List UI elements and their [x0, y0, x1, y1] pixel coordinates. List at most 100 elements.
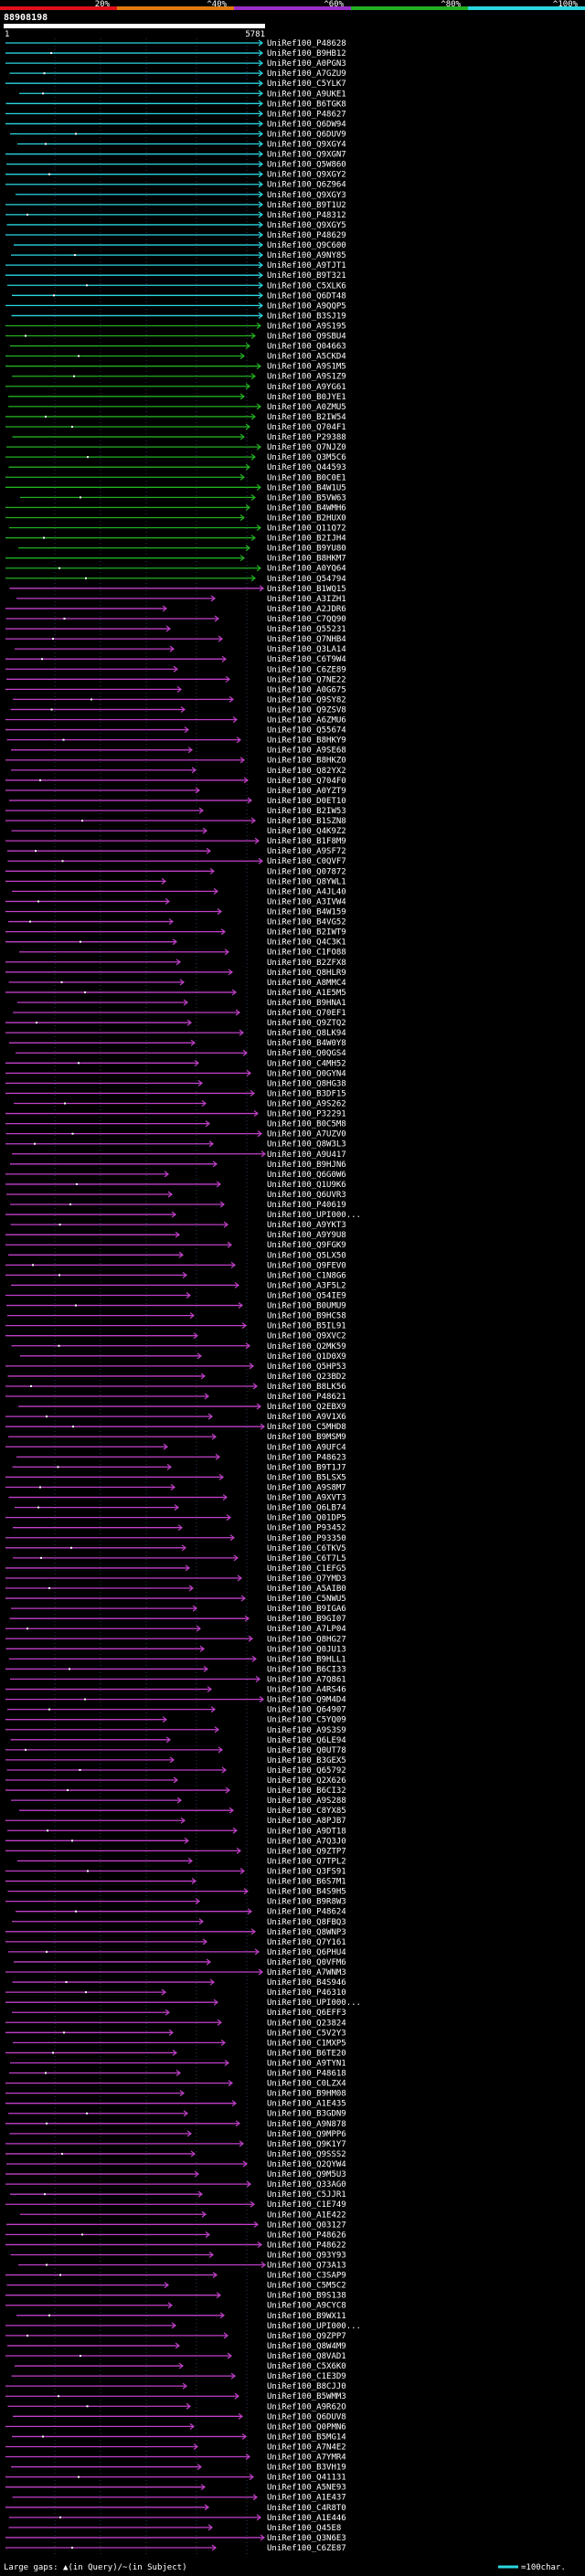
subject-label[interactable]: UniRef100_A9CYC8: [267, 2302, 346, 2311]
subject-label[interactable]: UniRef100_Q9ZTQ2: [267, 1019, 346, 1028]
subject-label[interactable]: UniRef100_P48623: [267, 1453, 346, 1462]
subject-label[interactable]: UniRef100_Q41131: [267, 2474, 346, 2483]
subject-label[interactable]: UniRef100_Q3N6E3: [267, 2534, 346, 2543]
subject-label[interactable]: UniRef100_A0PGN3: [267, 59, 346, 69]
subject-label[interactable]: UniRef100_B2IW53: [267, 807, 346, 816]
subject-label[interactable]: UniRef100_Q70EF1: [267, 1009, 346, 1018]
subject-label[interactable]: UniRef100_B4W159: [267, 908, 346, 917]
subject-label[interactable]: UniRef100_A7YMR4: [267, 2454, 346, 2463]
subject-label[interactable]: UniRef100_A7WNM3: [267, 1968, 346, 1977]
subject-label[interactable]: UniRef100_Q1U9K6: [267, 1181, 346, 1190]
subject-label[interactable]: UniRef100_A8PJB7: [267, 1817, 346, 1826]
subject-label[interactable]: UniRef100_Q6DUV8: [267, 2412, 346, 2422]
subject-label[interactable]: UniRef100_Q9SY82: [267, 695, 346, 705]
subject-label[interactable]: UniRef100_B8LK56: [267, 1383, 346, 1392]
subject-label[interactable]: UniRef100_B9R8W3: [267, 1898, 346, 1907]
subject-label[interactable]: UniRef100_B6TGK8: [267, 100, 346, 109]
subject-label[interactable]: UniRef100_A9SF72: [267, 847, 346, 856]
subject-label[interactable]: UniRef100_A9S8M7: [267, 1483, 346, 1492]
subject-label[interactable]: UniRef100_Q2MK59: [267, 1342, 346, 1352]
subject-label[interactable]: UniRef100_B0UMU9: [267, 1302, 346, 1311]
subject-label[interactable]: UniRef100_C5JJR1: [267, 2190, 346, 2200]
subject-label[interactable]: UniRef100_B4S9H5: [267, 1888, 346, 1897]
subject-label[interactable]: UniRef100_Q54IE9: [267, 1292, 346, 1301]
subject-label[interactable]: UniRef100_A9V1X6: [267, 1413, 346, 1422]
subject-label[interactable]: UniRef100_Q8FBQ3: [267, 1918, 346, 1927]
subject-label[interactable]: UniRef100_A5CKD4: [267, 353, 346, 362]
subject-label[interactable]: UniRef100_Q8VAD1: [267, 2352, 346, 2361]
subject-label[interactable]: UniRef100_B0C0E1: [267, 473, 346, 482]
subject-label[interactable]: UniRef100_C5X6K0: [267, 2362, 346, 2371]
subject-label[interactable]: UniRef100_B6S7M1: [267, 1878, 346, 1887]
subject-label[interactable]: UniRef100_A0YZT9: [267, 787, 346, 796]
subject-label[interactable]: UniRef100_A9S195: [267, 322, 346, 331]
subject-label[interactable]: UniRef100_P48624: [267, 1908, 346, 1917]
subject-label[interactable]: UniRef100_A7LP04: [267, 1625, 346, 1634]
subject-label[interactable]: UniRef100_B2ZFX8: [267, 959, 346, 968]
subject-label[interactable]: UniRef100_A9YG61: [267, 383, 346, 392]
subject-label[interactable]: UniRef100_Q2EBX9: [267, 1403, 346, 1412]
subject-label[interactable]: UniRef100_B6CI33: [267, 1665, 346, 1674]
subject-label[interactable]: UniRef100_Q4K9Z2: [267, 827, 346, 836]
subject-label[interactable]: UniRef100_C1N8G6: [267, 1271, 346, 1280]
subject-label[interactable]: UniRef100_C5NWU5: [267, 1595, 346, 1604]
subject-label[interactable]: UniRef100_A9S262: [267, 1100, 346, 1109]
subject-label[interactable]: UniRef100_Q704F1: [267, 423, 346, 432]
subject-label[interactable]: UniRef100_Q6LE94: [267, 1736, 346, 1745]
subject-label[interactable]: UniRef100_Q7NJZ0: [267, 443, 346, 452]
subject-label[interactable]: UniRef100_Q7NHB4: [267, 635, 346, 644]
subject-label[interactable]: UniRef100_A1E5M5: [267, 989, 346, 998]
subject-label[interactable]: UniRef100_B9MSM9: [267, 1433, 346, 1442]
subject-label[interactable]: UniRef100_B9HC58: [267, 1312, 346, 1321]
subject-label[interactable]: UniRef100_A1E422: [267, 2210, 346, 2220]
subject-label[interactable]: UniRef100_B9HB12: [267, 49, 346, 58]
subject-label[interactable]: UniRef100_Q9SBU4: [267, 333, 346, 342]
subject-label[interactable]: UniRef100_Q6EFF3: [267, 2009, 346, 2018]
subject-label[interactable]: UniRef100_Q65792: [267, 1766, 346, 1776]
subject-label[interactable]: UniRef100_Q9M4D4: [267, 1696, 346, 1705]
subject-label[interactable]: UniRef100_B3GEX5: [267, 1756, 346, 1765]
subject-label[interactable]: UniRef100_B2IWT9: [267, 928, 346, 938]
subject-label[interactable]: UniRef100_Q6LB74: [267, 1504, 346, 1513]
subject-label[interactable]: UniRef100_A9S3S9: [267, 1726, 346, 1735]
subject-label[interactable]: UniRef100_A9UFC4: [267, 1443, 346, 1452]
subject-label[interactable]: UniRef100_C4R8T0: [267, 2504, 346, 2513]
subject-label[interactable]: UniRef100_Q5W860: [267, 161, 346, 170]
subject-label[interactable]: UniRef100_A9SE68: [267, 747, 346, 756]
subject-label[interactable]: UniRef100_B8CJJ0: [267, 2382, 346, 2391]
subject-label[interactable]: UniRef100_Q44593: [267, 463, 346, 472]
subject-label[interactable]: UniRef100_P48618: [267, 2070, 346, 2079]
subject-label[interactable]: UniRef100_Q9XGY5: [267, 221, 346, 230]
subject-label[interactable]: UniRef100_A5NE93: [267, 2484, 346, 2493]
subject-label[interactable]: UniRef100_Q9ZTP7: [267, 1847, 346, 1856]
subject-label[interactable]: UniRef100_B9HM08: [267, 2090, 346, 2099]
subject-label[interactable]: UniRef100_B9S138: [267, 2292, 346, 2301]
subject-label[interactable]: UniRef100_Q0VFM6: [267, 1958, 346, 1967]
subject-label[interactable]: UniRef100_B3GDN9: [267, 2110, 346, 2119]
subject-label[interactable]: UniRef100_A9N878: [267, 2120, 346, 2129]
subject-label[interactable]: UniRef100_Q9ZSV8: [267, 705, 346, 715]
subject-label[interactable]: UniRef100_Q54794: [267, 575, 346, 584]
subject-label[interactable]: UniRef100_A5AIB0: [267, 1585, 346, 1594]
subject-label[interactable]: UniRef100_Q7TPL2: [267, 1857, 346, 1866]
subject-label[interactable]: UniRef100_P48312: [267, 211, 346, 220]
subject-label[interactable]: UniRef100_B4W0Y8: [267, 1039, 346, 1048]
subject-label[interactable]: UniRef100_A9NY85: [267, 251, 346, 260]
subject-label[interactable]: UniRef100_A3F5L2: [267, 1281, 346, 1290]
subject-label[interactable]: UniRef100_Q9XGY4: [267, 141, 346, 150]
subject-label[interactable]: UniRef100_B8HKZ0: [267, 757, 346, 766]
subject-label[interactable]: UniRef100_A9S1Z9: [267, 373, 346, 382]
subject-label[interactable]: UniRef100_A1E437: [267, 2494, 346, 2503]
subject-label[interactable]: UniRef100_C8YX85: [267, 1807, 346, 1816]
subject-label[interactable]: UniRef100_C5V2Y3: [267, 2029, 346, 2038]
subject-label[interactable]: UniRef100_Q0GYN4: [267, 1069, 346, 1078]
subject-label[interactable]: UniRef100_C6ZE87: [267, 2544, 346, 2553]
subject-label[interactable]: UniRef100_Q23BD2: [267, 1373, 346, 1382]
subject-label[interactable]: UniRef100_Q9FGK9: [267, 1241, 346, 1250]
subject-label[interactable]: UniRef100_B9HNA1: [267, 999, 346, 1008]
subject-label[interactable]: UniRef100_Q64907: [267, 1706, 346, 1715]
subject-label[interactable]: UniRef100_Q8WNP3: [267, 1928, 346, 1937]
subject-label[interactable]: UniRef100_Q8HG27: [267, 1635, 346, 1644]
subject-label[interactable]: UniRef100_Q9MPP6: [267, 2130, 346, 2139]
subject-label[interactable]: UniRef100_Q4C3K1: [267, 938, 346, 948]
